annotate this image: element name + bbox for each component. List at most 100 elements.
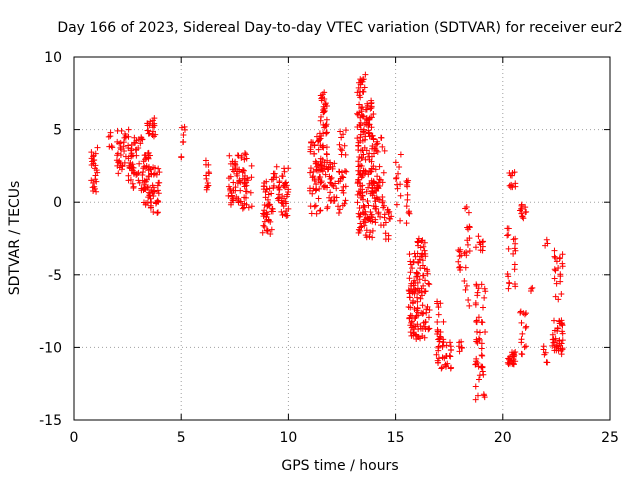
data-point (149, 182, 156, 189)
data-point (379, 198, 386, 205)
data-point (518, 210, 525, 217)
data-point (434, 318, 441, 325)
data-point (237, 187, 244, 194)
data-point (434, 328, 441, 335)
data-point (356, 204, 363, 211)
data-point (423, 306, 430, 313)
data-point (553, 258, 560, 265)
data-point (385, 209, 392, 216)
data-point (225, 175, 232, 182)
data-point (420, 243, 427, 250)
data-point (480, 371, 487, 378)
data-point (144, 122, 151, 129)
data-point (148, 199, 155, 206)
data-point (133, 171, 140, 178)
data-point (473, 355, 480, 362)
data-point (463, 203, 470, 210)
data-point (479, 352, 486, 359)
data-point (472, 396, 479, 403)
data-point (268, 190, 275, 197)
data-point (367, 168, 374, 175)
data-point (512, 240, 519, 247)
data-point (406, 275, 413, 282)
data-point (308, 139, 315, 146)
data-point (282, 184, 289, 191)
data-point (505, 355, 512, 362)
data-point (91, 185, 98, 192)
data-point (462, 205, 469, 212)
data-point (475, 335, 482, 342)
data-point (273, 174, 280, 181)
data-point (331, 160, 338, 167)
data-point (180, 138, 187, 145)
data-point (226, 152, 233, 159)
data-point (313, 181, 320, 188)
data-point (115, 170, 122, 177)
data-point (323, 102, 330, 109)
data-point (320, 183, 327, 190)
data-point (354, 135, 361, 142)
data-point (342, 127, 349, 134)
data-point (418, 253, 425, 260)
data-point (412, 253, 419, 260)
data-point (323, 130, 330, 137)
data-point (379, 179, 386, 186)
data-point (117, 139, 124, 146)
x-tick-label: 10 (279, 430, 297, 446)
data-point (306, 185, 313, 192)
data-point (377, 213, 384, 220)
data-point (397, 151, 404, 158)
data-point (523, 323, 530, 330)
data-point (465, 209, 472, 216)
data-point (419, 262, 426, 269)
data-point (355, 210, 362, 217)
data-point (233, 194, 240, 201)
data-point (155, 190, 162, 197)
data-point (285, 165, 292, 172)
data-point (518, 319, 525, 326)
data-point (419, 310, 426, 317)
data-point (373, 147, 380, 154)
data-point (361, 222, 368, 229)
data-point (446, 352, 453, 359)
data-point (149, 190, 156, 197)
data-point (394, 185, 401, 192)
data-point (279, 212, 286, 219)
data-point (307, 146, 314, 153)
data-point (549, 342, 556, 349)
data-point (359, 155, 366, 162)
data-point (114, 152, 121, 159)
data-point (241, 200, 248, 207)
data-point (356, 213, 363, 220)
data-point (142, 201, 149, 208)
data-point (236, 177, 243, 184)
data-point (466, 302, 473, 309)
data-point (435, 304, 442, 311)
data-point (153, 171, 160, 178)
data-point (504, 232, 511, 239)
data-point (356, 121, 363, 128)
data-point (315, 138, 322, 145)
data-point (323, 144, 330, 151)
data-point (380, 204, 387, 211)
data-point (417, 244, 424, 251)
data-point (543, 236, 550, 243)
data-point (279, 193, 286, 200)
data-point (132, 139, 139, 146)
data-point (365, 202, 372, 209)
data-point (341, 200, 348, 207)
data-point (439, 364, 446, 371)
data-point (413, 269, 420, 276)
data-point (472, 383, 479, 390)
data-point (267, 218, 274, 225)
data-point (370, 163, 377, 170)
data-point (360, 113, 367, 120)
data-point (505, 245, 512, 252)
data-point (479, 368, 486, 375)
data-point (368, 153, 375, 160)
data-point (264, 227, 271, 234)
data-point (359, 186, 366, 193)
data-point (122, 134, 129, 141)
chart-title: Day 166 of 2023, Sidereal Day-to-day VTE… (57, 20, 622, 36)
data-point (405, 304, 412, 311)
